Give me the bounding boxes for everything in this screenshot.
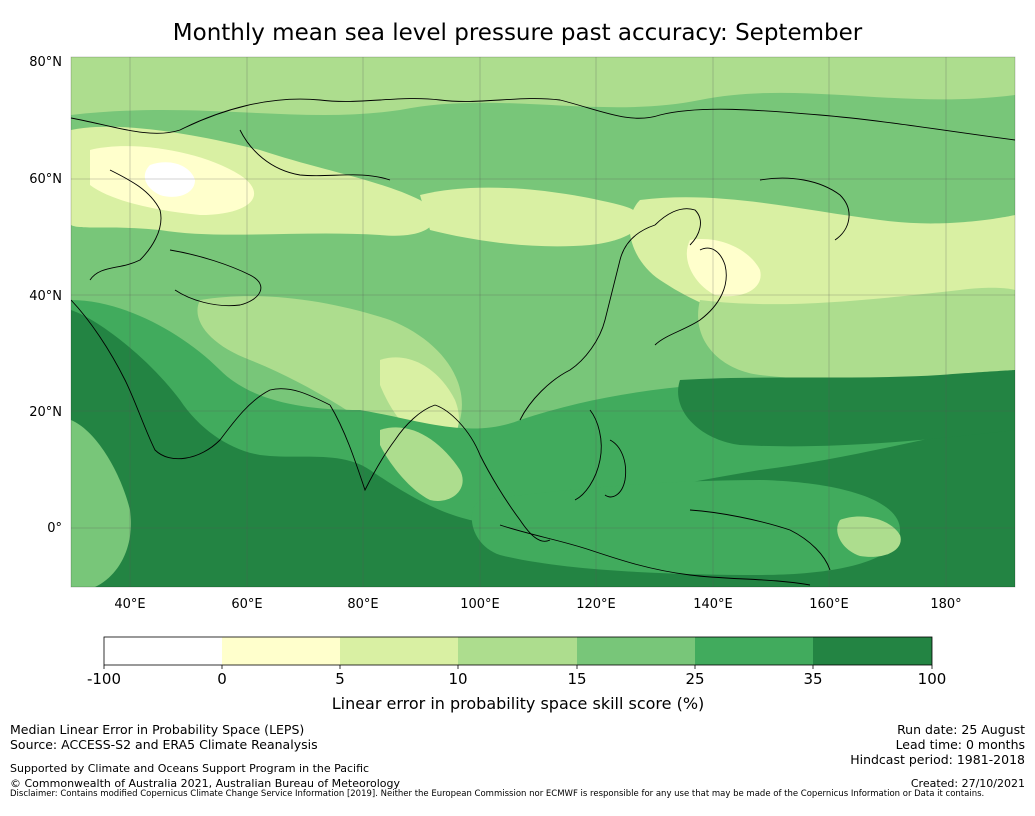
map-title: Monthly mean sea level pressure past acc… <box>172 20 863 46</box>
lon-tick-label: 60°E <box>231 597 262 612</box>
lon-tick-label: 120°E <box>576 597 616 612</box>
disclaimer: Disclaimer: Contains modified Copernicus… <box>10 789 985 799</box>
created-date: Created: 27/10/2021 <box>910 777 1025 790</box>
colorbar-segment <box>695 637 813 665</box>
colorbar-frame <box>103 636 933 666</box>
colorbar-segment <box>222 637 340 665</box>
footer-left: Median Linear Error in Probability Space… <box>10 722 318 752</box>
lon-tick-label: 100°E <box>460 597 500 612</box>
field-india-light <box>380 427 463 501</box>
field-south-patch <box>837 516 901 557</box>
skill-field <box>71 57 1015 587</box>
lon-tick-label: 160°E <box>809 597 849 612</box>
field-north-band <box>71 57 1015 115</box>
lat-tick-label: 60°N <box>29 172 62 187</box>
colorbar-tick-label: -100 <box>87 670 121 688</box>
colorbar-tick-label: 15 <box>567 670 586 688</box>
colorbar-tick-label: 0 <box>217 670 227 688</box>
hindcast-period: Hindcast period: 1981-2018 <box>850 752 1025 767</box>
field-japan-light <box>686 239 761 297</box>
field-pacific-darkest <box>678 370 1015 447</box>
field-white-patch <box>144 162 195 197</box>
lat-tick-label: 20°N <box>29 405 62 420</box>
colorbar-tick-label: 25 <box>685 670 704 688</box>
footer-method: Median Linear Error in Probability Space… <box>10 722 305 737</box>
lat-tick-labels: 80°N 60°N 40°N 20°N 0° <box>29 55 62 536</box>
field-siberia-light <box>420 187 642 247</box>
lon-tick-labels: 40°E 60°E 80°E 100°E 120°E 140°E 160°E 1… <box>114 597 961 612</box>
colorbar-segment <box>458 637 577 665</box>
colorbar-tick-label: 10 <box>448 670 467 688</box>
footer-right: Run date: 25 August Lead time: 0 months … <box>850 722 1025 767</box>
footer-copyright: © Commonwealth of Australia 2021, Austra… <box>10 777 400 790</box>
footer-source: Source: ACCESS-S2 and ERA5 Climate Reana… <box>10 737 318 752</box>
colorbar-segment <box>577 637 695 665</box>
footer-support: Supported by Climate and Oceans Support … <box>10 762 370 775</box>
lon-tick-label: 180° <box>930 597 961 612</box>
field-pacific-mid <box>698 287 1015 381</box>
field-tibet-light <box>380 357 459 445</box>
field-south-mid <box>471 480 900 575</box>
colorbar: -100 0 5 10 15 25 35 100 <box>87 636 947 688</box>
coastlines <box>71 98 1015 586</box>
colorbar-tick-label: 5 <box>335 670 345 688</box>
map-frame <box>70 56 1016 588</box>
colorbar-segment <box>104 637 222 665</box>
lon-tick-label: 40°E <box>114 597 145 612</box>
skill-score-map: 80°N 60°N 40°N 20°N 0° 40°E 60°E 80°E 10… <box>29 55 1016 688</box>
lat-tick-label: 80°N <box>29 55 62 70</box>
colorbar-label: Linear error in probability space skill … <box>331 694 705 713</box>
lat-tick-label: 0° <box>47 521 62 536</box>
gridlines <box>71 57 1015 587</box>
lat-tick-label: 40°N <box>29 289 62 304</box>
run-date: Run date: 25 August <box>897 722 1025 737</box>
colorbar-tick-label: 100 <box>918 670 947 688</box>
lon-tick-label: 140°E <box>693 597 733 612</box>
colorbar-tick-label: 35 <box>803 670 822 688</box>
lead-time: Lead time: 0 months <box>895 737 1025 752</box>
colorbar-segment <box>813 637 932 665</box>
lon-tick-label: 80°E <box>347 597 378 612</box>
field-sw-mid <box>71 420 131 587</box>
colorbar-segment <box>340 637 458 665</box>
